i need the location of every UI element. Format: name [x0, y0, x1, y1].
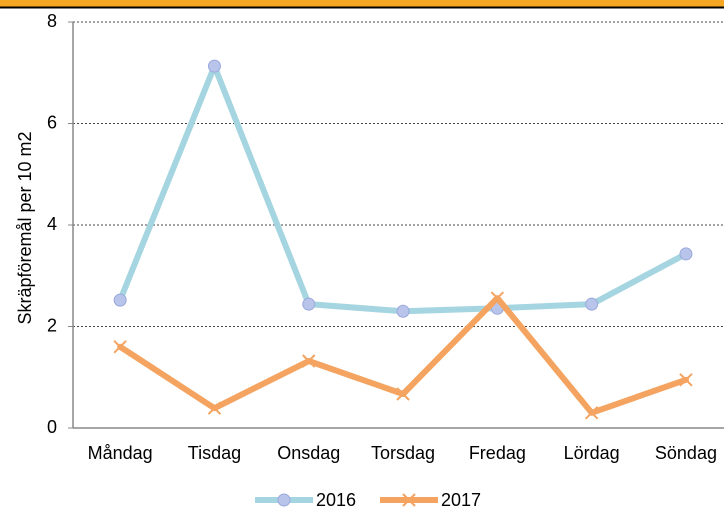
y-tick-label: 8: [47, 11, 57, 31]
point: [402, 493, 416, 507]
x-tick-label: Onsdag: [277, 443, 340, 463]
point: [679, 247, 693, 261]
point: [679, 373, 693, 387]
point: [207, 401, 222, 415]
point: [585, 297, 599, 311]
legend-label: 2016: [316, 490, 356, 509]
line: [117, 63, 689, 315]
point: [396, 387, 410, 401]
point: [302, 354, 316, 368]
point: [113, 340, 127, 354]
point: [396, 304, 410, 318]
y-axis-label: Skräpföremål per 10 m2: [15, 131, 35, 324]
x-tick-label: Fredag: [469, 443, 526, 463]
point: [207, 59, 221, 73]
y-tick-label: 6: [47, 112, 57, 132]
point: [277, 493, 291, 507]
point: [584, 406, 599, 420]
y-tick-label: 4: [47, 214, 57, 234]
legend-label: 2017: [441, 490, 481, 509]
x-tick-label: Torsdag: [371, 443, 435, 463]
point: [302, 297, 316, 311]
point: [113, 293, 127, 307]
x-tick-label: Måndag: [88, 443, 153, 463]
point: [490, 291, 505, 305]
x-tick-label: Söndag: [655, 443, 717, 463]
x-tick-label: Lördag: [564, 443, 620, 463]
y-tick-label: 0: [47, 417, 57, 437]
x-tick-label: Tisdag: [188, 443, 241, 463]
top-banner: [0, 0, 724, 7]
y-tick-label: 2: [47, 315, 57, 335]
